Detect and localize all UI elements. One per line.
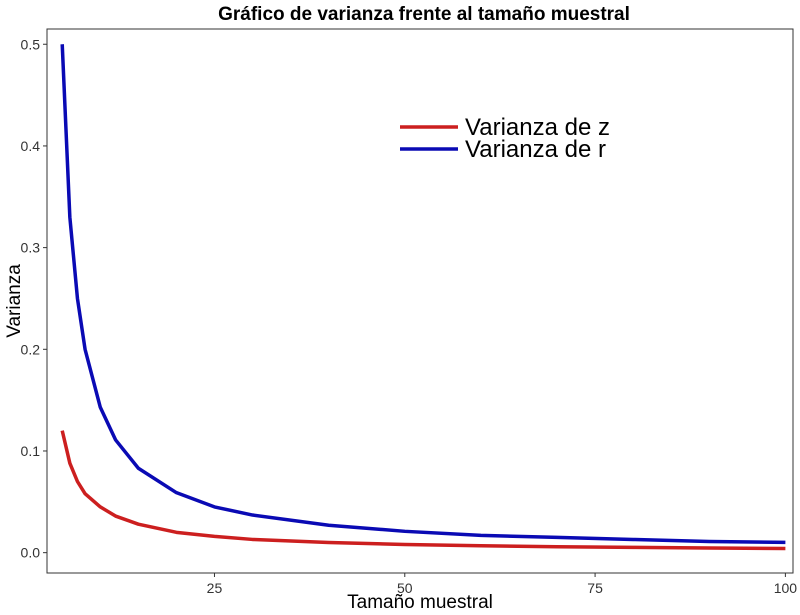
legend-label-2: Varianza de r	[465, 136, 606, 163]
series-line-2	[60, 44, 786, 545]
x-axis: 25 50 75 100	[207, 573, 798, 596]
y-tick-label: 0.5	[21, 36, 41, 52]
x-tick-label: 50	[397, 580, 413, 596]
chart-title: Gráfico de varianza frente al tamaño mue…	[218, 4, 630, 25]
series-line-1	[60, 430, 786, 551]
y-tick-label: 0.2	[21, 341, 41, 357]
x-axis-label: Tamaño muestral	[347, 592, 493, 613]
y-axis-label: Varianza	[4, 264, 25, 338]
y-axis: 0.0 0.1 0.2 0.3 0.4 0.5	[21, 36, 47, 561]
x-tick-label: 75	[587, 580, 603, 596]
plot-panel	[46, 28, 794, 574]
y-tick-label: 0.3	[21, 240, 41, 256]
y-tick-label: 0.0	[21, 545, 41, 561]
x-tick-label: 100	[774, 580, 798, 596]
series-lines	[60, 44, 786, 551]
y-tick-label: 0.4	[21, 138, 41, 154]
x-tick-label: 25	[207, 580, 223, 596]
legend-label-1: Varianza de z	[465, 114, 610, 141]
y-tick-label: 0.1	[21, 443, 41, 459]
